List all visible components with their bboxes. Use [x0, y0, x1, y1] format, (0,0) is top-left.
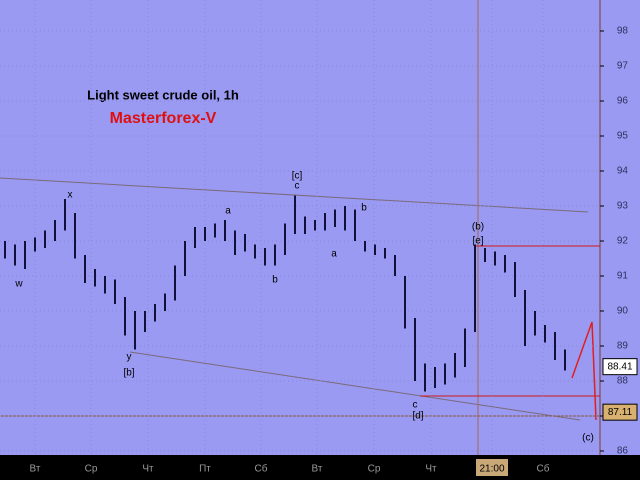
y-tick-label: 92 — [617, 236, 629, 247]
y-tick-label: 88 — [617, 376, 629, 387]
y-tick-label: 90 — [617, 306, 629, 317]
x-tick-label: Пт — [199, 464, 211, 475]
chart-title: Light sweet crude oil, 1h — [87, 87, 239, 102]
wave-label: b — [361, 203, 367, 214]
wave-label: a — [225, 206, 231, 217]
price-marker — [602, 358, 638, 376]
wave-label: [c] — [292, 171, 303, 182]
x-axis-strip — [0, 455, 640, 480]
y-tick-label: 94 — [617, 166, 629, 177]
wave-label: b — [272, 275, 278, 286]
y-tick-label: 95 — [617, 131, 629, 142]
x-tick-label: Чт — [425, 464, 437, 475]
wave-label: [d] — [412, 411, 423, 422]
x-tick-label: Вт — [312, 464, 323, 475]
price-marker-label: 88.41 — [607, 361, 632, 372]
chart-subtitle: Masterforex-V — [110, 110, 217, 127]
x-tick-label: Сб — [537, 463, 550, 475]
wave-label: a — [331, 249, 337, 260]
trend-line — [0, 177, 589, 213]
wave-label: [e] — [472, 236, 483, 247]
x-tick-label: Ср — [368, 464, 381, 475]
y-tick-label: 86 — [617, 446, 629, 457]
wave-label: [b] — [123, 368, 134, 379]
y-tick-label: 97 — [617, 61, 629, 72]
wave-label: x — [68, 190, 73, 201]
wave-label: w — [14, 279, 23, 290]
wave-label: y — [127, 352, 132, 363]
x-tick-label: Чт — [142, 464, 154, 475]
y-tick-label: 98 — [617, 26, 629, 37]
price-marker-label: 87.11 — [608, 407, 633, 418]
y-tick-label: 93 — [617, 201, 629, 212]
x-tick-label: 21:00 — [479, 464, 504, 475]
x-tick-label: Сб — [255, 463, 268, 475]
y-tick-label: 96 — [617, 96, 629, 107]
x-tick-label: Вт — [30, 464, 41, 475]
plot-background — [0, 0, 640, 455]
y-tick-label: 89 — [617, 341, 629, 352]
wave-label: (b) — [472, 222, 484, 233]
wave-label: (c) — [582, 433, 594, 444]
x-tick-highlight — [476, 459, 508, 476]
price-marker — [602, 403, 638, 421]
wave-label: c — [295, 181, 300, 192]
x-tick-label: Ср — [85, 464, 98, 475]
wave-label: c — [413, 400, 418, 411]
forecast-line — [571, 321, 597, 421]
y-tick-label: 91 — [617, 271, 629, 282]
trend-line — [129, 351, 581, 421]
